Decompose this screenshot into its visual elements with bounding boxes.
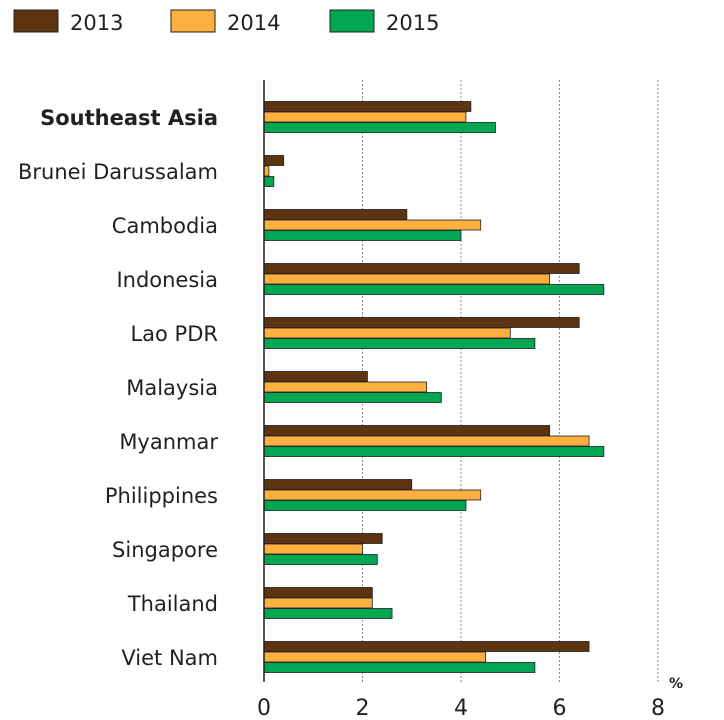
x-tick-label: 6	[553, 696, 567, 720]
category-label: Singapore	[112, 538, 218, 562]
category-label: Malaysia	[126, 376, 218, 400]
legend-swatch-2015	[329, 9, 375, 33]
legend-label: 2014	[227, 11, 280, 35]
x-tick-label: 8	[651, 696, 665, 720]
bar-2015	[263, 392, 442, 403]
bar-2014	[263, 111, 467, 123]
legend-swatch-2014	[170, 9, 216, 33]
bar-2014	[263, 219, 482, 231]
legend: 2013 2014 2015	[13, 9, 439, 35]
bar-2013	[263, 587, 373, 598]
category-label: Cambodia	[112, 214, 218, 238]
bar-2015	[263, 662, 536, 673]
bar-2014	[263, 381, 427, 393]
bar-2015	[263, 176, 275, 187]
bar-2013	[263, 425, 551, 436]
bar-2013	[263, 479, 413, 490]
category-label: Philippines	[105, 484, 218, 508]
category-label: Indonesia	[116, 268, 218, 292]
bar-2013	[263, 371, 368, 382]
bar-2013	[263, 263, 580, 274]
bar-2015	[263, 608, 393, 619]
bar-2013	[263, 155, 285, 166]
bar-2014	[263, 435, 590, 447]
x-tick-label: 4	[454, 696, 468, 720]
bar-2014	[263, 543, 363, 555]
category-label: Southeast Asia	[40, 106, 218, 130]
bar-2015	[263, 554, 378, 565]
bar-2015	[263, 230, 462, 241]
category-label: Viet Nam	[121, 646, 218, 670]
category-label: Myanmar	[119, 430, 218, 454]
bar-2015	[263, 284, 605, 295]
category-label: Thailand	[127, 592, 218, 616]
x-tick-label: 2	[356, 696, 370, 720]
bar-2013	[263, 641, 590, 652]
grid-lines	[362, 80, 659, 682]
x-tick-label: 0	[257, 696, 271, 720]
legend-label: 2015	[386, 11, 439, 35]
bar-2013	[263, 209, 408, 220]
bar-2013	[263, 101, 472, 112]
x-tick-labels: 0 2 4 6 8	[257, 696, 665, 720]
bars	[263, 101, 605, 673]
bar-2014	[263, 651, 487, 663]
bar-2014	[263, 273, 551, 285]
bar-2013	[263, 317, 580, 328]
bar-2015	[263, 446, 605, 457]
bar-2015	[263, 500, 467, 511]
bar-2015	[263, 338, 536, 349]
category-label: Brunei Darussalam	[18, 160, 218, 184]
category-labels: Southeast Asia Brunei Darussalam Cambodia I…	[18, 106, 218, 670]
bar-2014	[263, 327, 511, 339]
legend-swatch-2013	[13, 9, 59, 33]
legend-label: 2013	[70, 11, 123, 35]
bar-2014	[263, 489, 482, 501]
x-unit-label: %	[669, 676, 683, 692]
bar-2014	[263, 597, 373, 609]
bar-2015	[263, 122, 496, 133]
category-label: Lao PDR	[130, 322, 218, 346]
bar-2013	[263, 533, 383, 544]
